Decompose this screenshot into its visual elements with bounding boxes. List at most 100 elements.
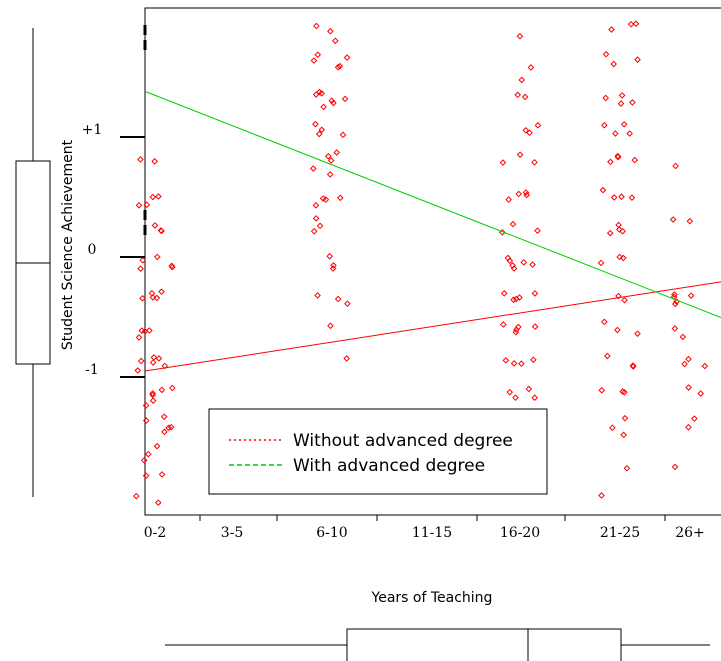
data-point — [697, 390, 704, 397]
data-point — [500, 290, 508, 297]
data-point — [518, 360, 525, 367]
data-point — [316, 88, 323, 96]
data-point — [312, 120, 319, 128]
data-point — [499, 159, 507, 166]
data-point — [341, 95, 349, 103]
data-point — [312, 91, 320, 98]
data-point — [142, 417, 150, 424]
data-point — [161, 428, 168, 436]
x-tick-label: 16-20 — [500, 525, 540, 541]
data-point — [597, 259, 605, 267]
data-point — [671, 463, 679, 471]
data-point — [510, 296, 517, 304]
data-point — [685, 423, 692, 431]
data-point — [151, 158, 158, 165]
data-point — [518, 76, 526, 84]
data-point — [137, 156, 144, 163]
data-point — [506, 388, 514, 396]
data-point — [161, 362, 169, 370]
data-point — [614, 152, 622, 160]
data-point — [530, 356, 537, 364]
data-point — [326, 252, 334, 260]
data-point — [315, 130, 323, 138]
data-point — [687, 292, 695, 299]
data-point — [606, 229, 614, 237]
data-point — [153, 442, 161, 450]
data-point — [142, 402, 150, 409]
data-point — [521, 93, 529, 101]
data-point — [314, 292, 321, 299]
x-tick-label: 0-2 — [144, 525, 167, 541]
data-point — [531, 323, 539, 330]
data-point — [149, 294, 157, 301]
data-point — [505, 196, 512, 203]
y-axis: +1 0 -1 — [82, 25, 147, 378]
data-point — [529, 261, 536, 268]
data-point — [149, 390, 156, 397]
plot-frame — [144, 7, 721, 516]
data-point — [154, 499, 162, 506]
data-point — [631, 156, 639, 164]
data-point — [344, 300, 351, 307]
data-point — [602, 94, 610, 102]
data-point — [621, 296, 628, 304]
data-point — [515, 190, 523, 198]
x-axis-title: Years of Teaching — [371, 590, 493, 606]
data-point — [615, 221, 622, 229]
data-point — [158, 288, 165, 295]
data-point — [612, 130, 619, 137]
data-point — [686, 217, 694, 225]
data-point — [139, 256, 147, 264]
data-point — [327, 157, 335, 164]
data-point — [513, 326, 520, 334]
data-point — [333, 149, 341, 156]
data-point — [134, 367, 142, 374]
data-point — [322, 196, 330, 203]
data-point — [598, 386, 606, 394]
data-point — [619, 388, 626, 395]
data-point — [343, 355, 350, 362]
data-point — [512, 328, 520, 336]
x-tick-label: 6-10 — [316, 525, 347, 541]
data-point — [318, 126, 326, 134]
data-point — [150, 354, 158, 361]
data-point — [514, 91, 522, 99]
data-point — [531, 394, 539, 401]
y-marginal-boxplot — [15, 28, 51, 497]
data-point — [601, 121, 608, 129]
data-point — [512, 394, 519, 401]
data-point — [620, 120, 628, 128]
data-point — [522, 189, 530, 196]
data-point — [310, 227, 318, 235]
data-point — [617, 100, 625, 107]
data-point — [158, 471, 166, 478]
data-point — [679, 333, 687, 341]
data-point — [623, 464, 631, 472]
y-tick-label: -1 — [85, 362, 99, 378]
data-point — [671, 300, 679, 308]
x-tick-label: 3-5 — [221, 525, 244, 541]
data-point — [312, 201, 320, 209]
data-point — [616, 253, 623, 261]
data-point — [310, 165, 317, 172]
data-point — [319, 195, 327, 202]
data-point — [607, 158, 614, 166]
data-point — [153, 253, 161, 261]
x-tick-label: 26+ — [675, 525, 705, 541]
data-point — [158, 227, 165, 235]
data-point — [523, 191, 531, 199]
data-point — [604, 352, 611, 360]
data-point — [621, 389, 628, 396]
data-point — [599, 186, 607, 194]
legend-box — [208, 408, 548, 495]
data-point — [634, 56, 641, 63]
data-point — [531, 159, 538, 166]
data-point — [681, 360, 688, 368]
data-point — [143, 201, 151, 208]
data-point — [534, 227, 541, 234]
data-point — [516, 294, 523, 301]
data-point — [610, 60, 617, 68]
data-point — [616, 226, 623, 233]
x-marginal-boxplot — [165, 628, 710, 661]
